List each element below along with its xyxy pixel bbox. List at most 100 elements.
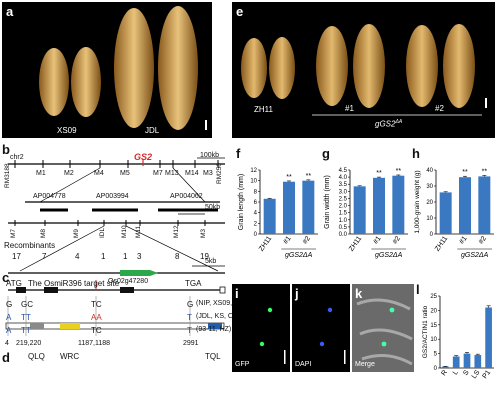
y-tick-label: 3.5 [339,182,348,188]
marker-m3: M3 [203,170,213,177]
y-axis-label: Grain width (mm) [324,175,331,229]
significance-mark: ** [482,168,488,175]
start-codon-label: ATG [6,279,22,288]
marker-m13: M13 [165,170,179,177]
allele: A [6,313,12,322]
allele: G [6,300,13,309]
fine-marker-m10: M10 [121,225,128,238]
bar [442,366,449,368]
significance-mark: ** [462,169,468,176]
label-zh11: ZH11 [254,105,273,114]
caption-merge: Merge [355,361,375,368]
bar [373,177,385,234]
bar [485,307,492,368]
significance-mark: ** [286,174,292,181]
y-tick-label: 10 [430,337,437,343]
gene-label-gs2: GS2 [134,152,153,162]
significance-mark: ** [306,173,312,180]
scale-50kb: 50kb [205,204,221,211]
y-tick-label: 20 [426,200,433,206]
x-tick-label: #2 [392,235,402,245]
bar [478,176,491,234]
significance-mark: ** [396,168,402,175]
panel-a-photo: a XS09 JDL [2,2,212,138]
y-tick-label: 1.0 [339,218,348,224]
bar [392,175,405,234]
scale-5kb: 5kb [205,258,217,265]
position: 2991 [183,340,199,347]
y-tick-label: 6 [254,200,258,206]
y-tick-label: 10 [426,216,433,222]
fine-marker-m8: M8 [40,228,47,238]
allele: AA [91,313,102,322]
group-label: gGS2ΔA [461,252,489,259]
y-tick-label: 10 [250,179,257,185]
x-tick-label: #1 [282,235,292,245]
fine-marker-m9: M9 [73,228,80,238]
x-tick-label: LS [471,369,482,380]
micrograph-gfp: i GFP [232,284,290,372]
fine-marker-m12: M12 [173,225,180,238]
panel-letter: a [6,4,14,19]
y-tick-label: 0 [434,366,438,372]
y-tick-label: 0 [430,232,434,238]
caption-gfp: GFP [235,361,250,368]
x-tick-label: #2 [478,235,488,245]
chart-grain-width: 0.00.51.01.52.0 2.53.03.54.04.5 Grain widt… [324,168,408,259]
allele: A [6,326,12,335]
marker-m4: M4 [94,170,104,177]
domain-tql: TQL [205,352,221,361]
y-tick-label: 3.0 [339,189,348,195]
caption-dapi: DAPI [295,361,312,368]
domain-qlq: QLQ [28,352,45,361]
bar [353,186,366,234]
bac-ap004778: AP004778 [33,193,66,200]
marker-m5: M5 [120,170,130,177]
genetic-map-diagram [5,157,226,330]
panel-letter-l: l [416,282,420,297]
bar [474,355,482,368]
y-tick-label: 0.5 [339,225,348,231]
panel-letter-c: c [2,270,10,285]
x-tick-label: #1 [372,235,382,245]
y-tick-label: 4 [254,211,258,217]
y-axis-label: Grain length (mm) [238,174,245,230]
chart-grain-weight: 0 10 20 30 40 1,000-grain weight (g) ZH11 ** #1 *… [414,168,494,259]
snp-connectors [7,296,191,336]
y-tick-label: 12 [250,168,257,174]
y-axis-label: GS2/ACTIN1 ratio [422,305,429,358]
allele: GC [21,300,33,309]
haplotype-note: (NIP, XS09, ZH11) [196,300,253,307]
domain-wrc: WRC [60,352,80,361]
y-tick-label: 15 [430,323,437,329]
y-tick-label: 8 [254,189,258,195]
fine-marker-m11: M11 [135,225,142,238]
panel-letter-f: f [236,146,241,161]
label-line1: #1 [345,104,354,113]
recomb-count: 8 [175,252,180,261]
micrograph-merge: k Merge [352,284,414,372]
grain-jdl-1 [114,8,154,128]
bar [463,353,471,368]
y-tick-label: 25 [430,294,437,300]
fine-marker-m3b: M3 [200,228,207,238]
allele: TC [91,300,102,309]
y-tick-label: 2 [254,221,258,227]
panel-letter-h: h [412,146,420,161]
micrograph-dapi: j DAPI [292,284,350,372]
grain-xs09-2 [71,47,101,117]
target-site-title: The OsmiR396 target site [28,279,120,288]
haplotype-note: (93-11, HZ) [196,326,232,333]
recombinants-label: Recombinants [4,241,56,250]
grain-xs09-1 [39,48,69,116]
grain-photo-e [241,24,487,116]
marker-m1: M1 [36,170,46,177]
marker-rm250: RM250 [216,163,223,184]
significance-mark: ** [376,170,382,177]
group-label: gGS2ΔA [375,252,403,259]
x-tick-label: ZH11 [348,235,363,253]
panel-letter-b: b [2,142,10,157]
fine-marker-idl: IDL [99,227,106,238]
grain-photo-a [39,6,207,130]
